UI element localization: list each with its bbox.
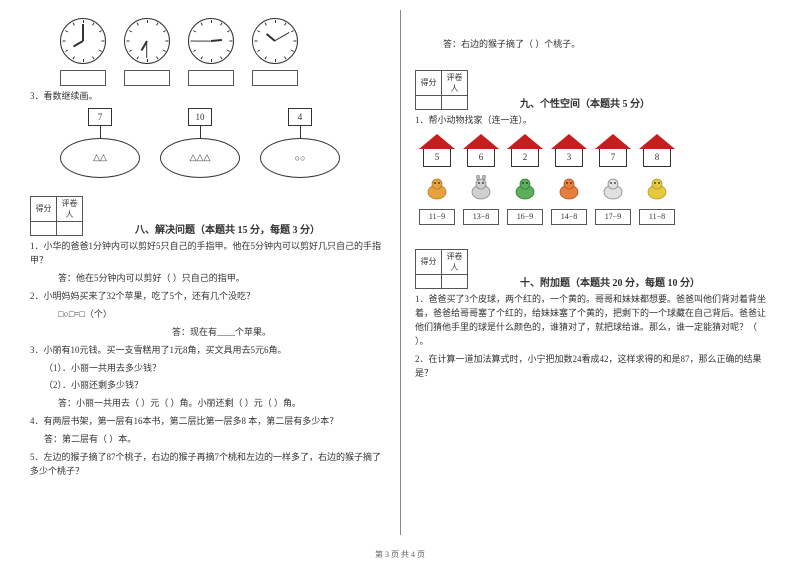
grader-cell[interactable] (442, 274, 468, 288)
score-cell[interactable] (416, 274, 442, 288)
clock-answer-box[interactable] (124, 70, 170, 86)
grader-cell[interactable] (442, 95, 468, 109)
equation-box-3: 14−8 (551, 209, 587, 225)
score-label: 得分 (416, 70, 442, 95)
q3-number: 10 (188, 108, 212, 126)
house-number: 8 (643, 149, 671, 167)
house-number: 7 (599, 149, 627, 167)
q8-1-ans: 答：他在5分钟内可以剪好（ ）只自己的指甲。 (58, 272, 385, 286)
score-cell[interactable] (416, 95, 442, 109)
column-divider (400, 10, 401, 535)
score-label: 得分 (31, 196, 57, 221)
grader-label: 评卷人 (57, 196, 83, 221)
score-cell[interactable] (31, 221, 57, 235)
score-table-10: 得分 评卷人 (415, 249, 468, 289)
q8-1: 1．小华的爸爸1分钟内可以剪好5只自己的手指甲。他在5分钟内可以剪好几只自己的手… (30, 240, 385, 268)
house-number: 3 (555, 149, 583, 167)
animal-frog (507, 173, 543, 203)
equation-box-0: 11−9 (419, 209, 455, 225)
q8-4: 4．有两层书架，第一层有16本书，第二层比第一层多8 本，第二层有多少本？ (30, 415, 385, 429)
q8-3-sub2: （2）．小丽还剩多少钱？ (44, 379, 385, 393)
clock-answer-box[interactable] (60, 70, 106, 86)
page-footer: 第 3 页 共 4 页 (0, 549, 800, 560)
equation-box-2: 16−9 (507, 209, 543, 225)
q8-3: 3．小丽有10元钱。买一支雪糕用了1元8角，买文具用去5元6角。 (30, 344, 385, 358)
animal-dog (419, 173, 455, 203)
clock-answer-box[interactable] (252, 70, 298, 86)
house-3: 3 (551, 134, 587, 167)
score-table-9: 得分 评卷人 (415, 70, 468, 110)
q3-row: 7 △△ 10 △△△ 4 ○○ (60, 108, 385, 178)
clock-2 (188, 18, 234, 86)
q8-3-sub1: （1）．小丽一共用去多少钱？ (44, 362, 385, 376)
house-number: 5 (423, 149, 451, 167)
animal-snake (551, 173, 587, 203)
q3-item-2: 4 ○○ (260, 108, 340, 178)
q8-4-ans: 答：第二层有（ ）本。 (44, 433, 385, 447)
q8-2-eq: □○□=□（个） (58, 308, 385, 322)
q3-label: 3．看数继续画。 (30, 90, 385, 104)
animals-row (419, 173, 770, 203)
grader-cell[interactable] (57, 221, 83, 235)
clock-1 (124, 18, 170, 86)
house-number: 2 (511, 149, 539, 167)
equation-box-4: 17−9 (595, 209, 631, 225)
q8-2-ans: 答：现在有____个苹果。 (58, 326, 385, 340)
grader-label: 评卷人 (442, 249, 468, 274)
house-5: 8 (639, 134, 675, 167)
q3-oval[interactable]: △△ (60, 138, 140, 178)
animal-rabbit (463, 173, 499, 203)
q3-oval[interactable]: △△△ (160, 138, 240, 178)
q8-3-ans: 答：小丽一共用去（ ）元（ ）角。小丽还剩（ ）元（ ）角。 (58, 397, 385, 411)
equations-row: 11−9 13−8 16−9 14−8 17−9 11−8 (419, 209, 770, 225)
q9-text: 1．帮小动物找家（连一连）。 (415, 114, 770, 128)
q3-item-0: 7 △△ (60, 108, 140, 178)
house-number: 6 (467, 149, 495, 167)
clocks-row (60, 18, 385, 86)
q8-5-ans: 答：右边的猴子摘了（ ）个桃子。 (443, 38, 770, 52)
animal-cat (595, 173, 631, 203)
clock-answer-box[interactable] (188, 70, 234, 86)
clock-0 (60, 18, 106, 86)
q10-2: 2．在计算一道加法算式时，小宁把加数24看成42，这样求得的和是87，那么正确的… (415, 353, 770, 381)
section-8-title: 八、解决问题（本题共 15 分，每题 3 分） (95, 221, 385, 236)
house-1: 6 (463, 134, 499, 167)
q3-oval[interactable]: ○○ (260, 138, 340, 178)
score-table-8: 得分 评卷人 (30, 196, 83, 236)
section-10-title: 十、附加题（本题共 20 分，每题 10 分） (480, 274, 770, 289)
clock-3 (252, 18, 298, 86)
house-0: 5 (419, 134, 455, 167)
house-4: 7 (595, 134, 631, 167)
houses-row: 562378 (419, 134, 770, 167)
q10-1: 1．爸爸买了3个皮球，两个红的，一个黄的。哥哥和妹妹都想要。爸爸叫他们背对着背坐… (415, 293, 770, 349)
q8-5: 5．左边的猴子摘了87个桃子，右边的猴子再摘7个桃和左边的一样多了，右边的猴子摘… (30, 451, 385, 479)
animal-bird (639, 173, 675, 203)
q3-item-1: 10 △△△ (160, 108, 240, 178)
score-label: 得分 (416, 249, 442, 274)
q3-number: 4 (288, 108, 312, 126)
house-2: 2 (507, 134, 543, 167)
section-9-title: 九、个性空间（本题共 5 分） (480, 95, 770, 110)
equation-box-5: 11−8 (639, 209, 675, 225)
grader-label: 评卷人 (442, 70, 468, 95)
q3-number: 7 (88, 108, 112, 126)
equation-box-1: 13−8 (463, 209, 499, 225)
q8-2: 2．小明妈妈买来了32个苹果，吃了5个，还有几个没吃？ (30, 290, 385, 304)
